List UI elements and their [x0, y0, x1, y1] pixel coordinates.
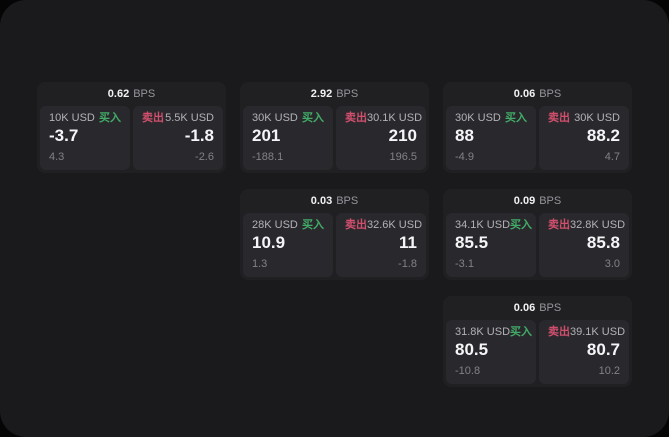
buy-panel[interactable]: 28K USD 买入 10.9 1.3	[243, 213, 333, 277]
bps-header: 0.06 BPS	[443, 296, 632, 320]
sell-amount: 32.8K USD	[570, 219, 626, 231]
sell-panel[interactable]: 卖出 32.6K USD 11 -1.8	[336, 213, 426, 277]
sell-change: 196.5	[389, 151, 417, 163]
buy-panel[interactable]: 30K USD 买入 201 -188.1	[243, 106, 333, 170]
sell-price: 210	[388, 126, 417, 145]
sell-change: -2.6	[195, 151, 214, 163]
sell-amount: 39.1K USD	[570, 326, 626, 338]
sell-price: 85.8	[586, 233, 620, 252]
sell-side-label: 卖出	[142, 112, 164, 124]
bps-value: 0.03	[310, 195, 333, 207]
sell-change: 3.0	[604, 258, 620, 270]
quote-card-6: 0.06 BPS 31.8K USD 买入 80.5 -10.8 卖出 39.1…	[443, 296, 632, 387]
buy-change: 1.3	[252, 258, 268, 270]
buy-amount: 30K USD	[252, 112, 298, 124]
bps-unit-label: BPS	[336, 88, 359, 100]
buy-panel[interactable]: 34.1K USD 买入 85.5 -3.1	[446, 213, 536, 277]
sell-amount: 5.5K USD	[165, 112, 214, 124]
bps-header: 0.06 BPS	[443, 82, 632, 106]
sell-side-label: 卖出	[548, 219, 570, 231]
buy-side-label: 买入	[302, 219, 324, 231]
bps-unit-label: BPS	[133, 88, 156, 100]
buy-panel[interactable]: 10K USD 买入 -3.7 4.3	[40, 106, 130, 170]
sell-panel[interactable]: 卖出 39.1K USD 80.7 10.2	[539, 320, 629, 384]
buy-side-label: 买入	[505, 112, 527, 124]
bps-header: 0.62 BPS	[37, 82, 226, 106]
buy-panel[interactable]: 31.8K USD 买入 80.5 -10.8	[446, 320, 536, 384]
bps-value: 0.06	[513, 88, 536, 100]
quote-card-3: 0.06 BPS 30K USD 买入 88 -4.9 卖出 30K USD 8…	[443, 82, 632, 173]
buy-side-label: 买入	[510, 219, 533, 231]
buy-amount: 30K USD	[455, 112, 501, 124]
sell-side-label: 卖出	[345, 112, 367, 124]
buy-amount: 31.8K USD	[455, 326, 511, 338]
buy-change: -188.1	[252, 151, 284, 163]
sell-change: 10.2	[598, 365, 620, 377]
quote-card-5: 0.09 BPS 34.1K USD 买入 85.5 -3.1 卖出 32.8K…	[443, 189, 632, 280]
sell-panel[interactable]: 卖出 30.1K USD 210 196.5	[336, 106, 426, 170]
buy-change: -4.9	[455, 151, 474, 163]
bps-value: 0.62	[107, 88, 130, 100]
bps-header: 0.09 BPS	[443, 189, 632, 213]
sell-change: 4.7	[604, 151, 620, 163]
sell-amount: 30.1K USD	[367, 112, 423, 124]
buy-price: 88	[455, 126, 474, 145]
buy-change: 4.3	[49, 151, 65, 163]
sell-price: -1.8	[184, 126, 214, 145]
sell-price: 88.2	[586, 126, 620, 145]
bps-value: 0.06	[513, 302, 536, 314]
buy-price: 10.9	[252, 233, 286, 252]
quote-card-2: 2.92 BPS 30K USD 买入 201 -188.1 卖出 30.1K …	[240, 82, 429, 173]
buy-panel[interactable]: 30K USD 买入 88 -4.9	[446, 106, 536, 170]
sell-amount: 30K USD	[574, 112, 620, 124]
bps-unit-label: BPS	[336, 195, 359, 207]
buy-side-label: 买入	[302, 112, 324, 124]
bps-header: 2.92 BPS	[240, 82, 429, 106]
buy-price: -3.7	[49, 126, 79, 145]
buy-amount: 28K USD	[252, 219, 298, 231]
buy-change: -10.8	[455, 365, 481, 377]
bps-header: 0.03 BPS	[240, 189, 429, 213]
sell-side-label: 卖出	[345, 219, 367, 231]
buy-side-label: 买入	[510, 326, 533, 338]
sell-change: -1.8	[398, 258, 417, 270]
sell-panel[interactable]: 卖出 5.5K USD -1.8 -2.6	[133, 106, 223, 170]
buy-amount: 10K USD	[49, 112, 95, 124]
bps-unit-label: BPS	[539, 302, 562, 314]
sell-price: 11	[399, 233, 417, 252]
bps-unit-label: BPS	[539, 195, 562, 207]
buy-price: 80.5	[455, 340, 489, 359]
bps-value: 2.92	[310, 88, 333, 100]
sell-amount: 32.6K USD	[367, 219, 423, 231]
buy-change: -3.1	[455, 258, 474, 270]
buy-price: 201	[252, 126, 281, 145]
buy-amount: 34.1K USD	[455, 219, 511, 231]
sell-side-label: 卖出	[548, 112, 570, 124]
sell-side-label: 卖出	[548, 326, 570, 338]
bps-value: 0.09	[513, 195, 536, 207]
sell-panel[interactable]: 卖出 32.8K USD 85.8 3.0	[539, 213, 629, 277]
bps-unit-label: BPS	[539, 88, 562, 100]
buy-price: 85.5	[455, 233, 489, 252]
quote-card-4: 0.03 BPS 28K USD 买入 10.9 1.3 卖出 32.6K US…	[240, 189, 429, 280]
quote-card-1: 0.62 BPS 10K USD 买入 -3.7 4.3 卖出 5.5K USD…	[37, 82, 226, 173]
sell-price: 80.7	[586, 340, 620, 359]
sell-panel[interactable]: 卖出 30K USD 88.2 4.7	[539, 106, 629, 170]
buy-side-label: 买入	[99, 112, 121, 124]
